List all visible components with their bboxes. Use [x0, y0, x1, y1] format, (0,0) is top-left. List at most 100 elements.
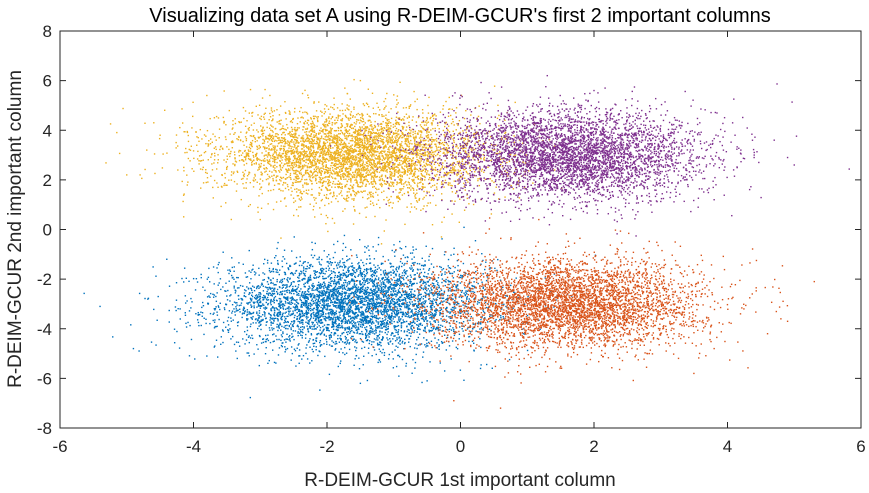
data-point [410, 284, 413, 286]
data-point [618, 317, 620, 319]
data-point [471, 305, 473, 308]
data-point [386, 328, 388, 330]
data-point [341, 333, 343, 335]
data-point [369, 324, 371, 327]
data-point [307, 276, 310, 279]
data-point [221, 329, 224, 331]
data-point [425, 317, 427, 320]
data-point [328, 262, 330, 265]
data-point [430, 326, 433, 329]
data-point [287, 277, 289, 279]
data-point [465, 293, 468, 295]
data-point [246, 352, 248, 354]
data-point [281, 287, 283, 289]
data-point [310, 315, 312, 317]
data-point [364, 275, 366, 278]
data-point [248, 270, 250, 272]
data-point [217, 284, 219, 286]
data-point [403, 297, 406, 299]
data-point [317, 276, 320, 279]
data-point [282, 286, 285, 288]
data-point [258, 293, 260, 296]
data-point [375, 316, 377, 319]
data-point [650, 325, 652, 327]
data-point [430, 316, 432, 319]
data-point [323, 343, 325, 345]
data-point [411, 301, 413, 303]
data-point [406, 270, 408, 272]
data-point [303, 292, 305, 295]
data-point [311, 321, 313, 323]
data-point [497, 312, 499, 314]
data-point [404, 305, 406, 307]
data-point [300, 293, 303, 295]
data-point [360, 318, 362, 321]
data-point [168, 321, 170, 323]
data-point [347, 267, 349, 269]
data-point [307, 288, 309, 290]
data-point [112, 336, 114, 338]
data-point [339, 276, 342, 278]
data-point [405, 294, 408, 296]
data-point [550, 269, 553, 271]
data-point [349, 311, 351, 314]
data-point [315, 304, 318, 307]
data-point [271, 270, 273, 273]
data-point [318, 311, 320, 313]
data-point [424, 301, 427, 304]
data-point [213, 327, 216, 329]
data-point [315, 308, 317, 311]
data-point [383, 309, 385, 311]
data-point [360, 315, 362, 317]
data-point [384, 276, 387, 278]
data-point [262, 338, 265, 340]
data-point [225, 303, 227, 305]
data-point [429, 317, 431, 319]
data-point [308, 293, 311, 296]
data-point [293, 289, 295, 291]
data-point [466, 298, 468, 300]
data-point [329, 261, 332, 263]
data-point [455, 290, 457, 292]
data-point [435, 280, 438, 282]
data-point [313, 342, 316, 345]
data-point [275, 271, 278, 273]
data-point [395, 275, 397, 277]
data-point [248, 311, 250, 313]
data-point [355, 326, 357, 328]
data-point [306, 312, 308, 314]
data-point [397, 292, 399, 294]
data-point [187, 321, 189, 324]
data-point [367, 309, 370, 311]
data-point [396, 266, 398, 269]
data-point [405, 277, 408, 279]
data-point [424, 317, 426, 319]
data-point [427, 345, 429, 347]
data-point [394, 255, 396, 257]
data-point [420, 280, 422, 282]
data-point [378, 337, 380, 339]
data-point [399, 277, 401, 279]
data-point [251, 291, 254, 294]
data-point [346, 289, 348, 291]
data-point [214, 308, 217, 310]
data-point [372, 308, 375, 310]
data-point [462, 330, 464, 332]
data-point [364, 281, 366, 283]
data-point [265, 324, 267, 326]
data-point [530, 290, 533, 292]
data-point [378, 296, 380, 298]
data-point [313, 294, 315, 297]
data-point [413, 282, 416, 285]
data-point [307, 279, 309, 282]
data-point [369, 320, 371, 322]
data-point [236, 357, 238, 360]
data-point [368, 336, 370, 338]
data-point [541, 288, 543, 290]
data-point [335, 282, 337, 285]
data-point [317, 298, 320, 301]
data-point [353, 286, 355, 288]
data-point [341, 300, 343, 302]
data-point [404, 321, 406, 323]
data-point [407, 307, 410, 310]
